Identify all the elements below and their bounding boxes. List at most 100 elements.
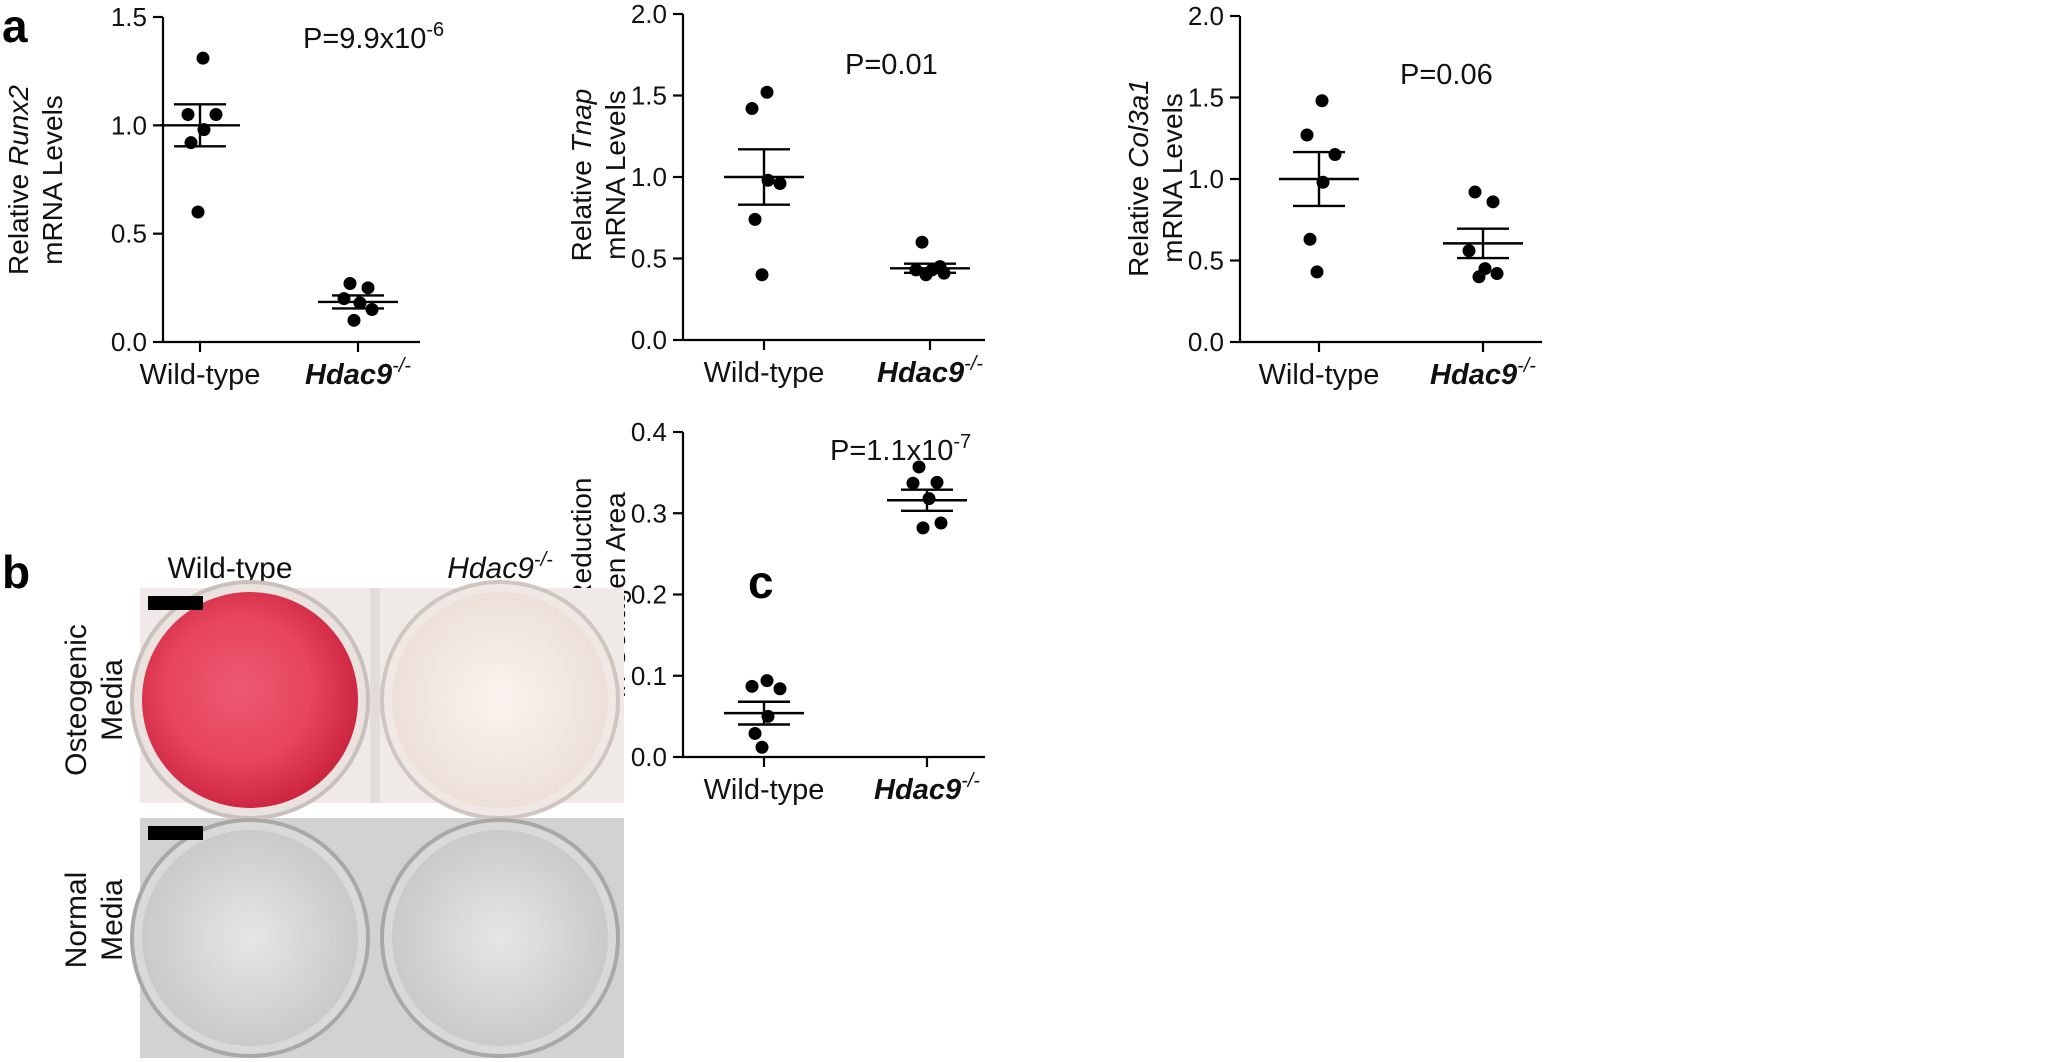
- data-point-hdac9: [1486, 195, 1500, 209]
- data-point-hdac9: [361, 281, 375, 295]
- y-tick-label: 1.5: [111, 2, 147, 32]
- y-tick-label: 0.0: [1188, 327, 1224, 357]
- p-value-exponent: -6: [426, 19, 444, 41]
- panel-b-row-labels: Osteogenic Media Normal Media: [60, 624, 129, 968]
- row-label-normal: Normal: [60, 872, 93, 969]
- data-point-hdac9: [353, 296, 367, 310]
- data-point-wild-type: [760, 85, 774, 99]
- row-label-osteogenic: Osteogenic: [60, 624, 93, 776]
- y-axis-label-gene: Runx2: [3, 85, 34, 166]
- data-point-wild-type: [755, 268, 769, 282]
- x-tick-label-base: Wild-type: [1259, 359, 1380, 391]
- y-tick-label: 0.5: [1188, 246, 1224, 276]
- data-point-wild-type: [1316, 175, 1330, 189]
- y-axis-label-gene: Tnap: [566, 89, 597, 153]
- p-value-base: P=0.01: [845, 49, 938, 81]
- y-tick-label: 0.0: [111, 327, 147, 357]
- chart-collagen: 0.00.10.20.30.4Wild-typeHdac9-/-Relative…: [566, 417, 985, 806]
- data-point-wild-type: [1300, 128, 1314, 142]
- y-tick-label: 1.5: [631, 81, 667, 111]
- data-point-hdac9: [922, 492, 936, 506]
- chart-runx2: 0.0 0.5 1.0 1.5 Wild-type Hdac9-/- Relative Ru…: [3, 2, 444, 391]
- data-point-wild-type: [745, 102, 759, 116]
- x-tick-label-base: Wild-type: [704, 774, 825, 806]
- p-value-annotation: P=9.9x10-6: [303, 19, 444, 55]
- x-tick-label-base: Hdac9: [874, 774, 961, 806]
- chart-col3a1: 0.0 0.5 1.0 1.5 2.0 Wild-type Hdac9-/- Relative…: [1123, 1, 1542, 391]
- data-point-wild-type: [191, 205, 205, 219]
- well-osteo-wild-type: [142, 592, 358, 808]
- x-tick-label: Hdac9-/-: [874, 770, 980, 806]
- data-point-hdac9: [1472, 270, 1486, 284]
- y-axis-label-line2: mRNA Levels: [600, 90, 631, 260]
- y-tick-label: 1.0: [1188, 164, 1224, 194]
- p-value-annotation: P=1.1x10-7: [830, 431, 971, 467]
- row-label-osteogenic-media: Media: [96, 659, 129, 741]
- p-value-exponent: -7: [953, 431, 971, 453]
- x-tick-label-sup: -/-: [392, 355, 411, 377]
- data-point-hdac9: [1490, 267, 1504, 281]
- row-label-normal-media: Media: [96, 879, 129, 961]
- x-tick-label-base: Wild-type: [704, 357, 825, 389]
- data-point-wild-type: [748, 212, 762, 226]
- y-tick-label: 0.4: [631, 417, 667, 447]
- well-normal-hdac9: [392, 830, 608, 1046]
- data-point-wild-type: [748, 726, 762, 740]
- data-point-wild-type: [184, 136, 198, 150]
- y-axis-label-line2: mRNA Levels: [37, 95, 68, 265]
- p-value-base: P=9.9x10: [303, 23, 426, 55]
- plate-photo-normal: [130, 818, 624, 1058]
- panel-letter-a: a: [2, 0, 28, 52]
- y-tick-label: 0.5: [111, 219, 147, 249]
- y-axis-label-line2: mRNA Levels: [1157, 93, 1188, 263]
- data-point-hdac9: [337, 292, 351, 306]
- data-point-hdac9: [347, 313, 361, 327]
- data-point-wild-type: [745, 679, 759, 693]
- chart-tnap: 0.0 0.5 1.0 1.5 2.0 Wild-type Hdac9-/- Relative…: [566, 0, 985, 389]
- data-point-wild-type: [1303, 232, 1317, 246]
- data-point-wild-type: [773, 177, 787, 191]
- panel-letter-b: b: [2, 546, 30, 598]
- x-tick-label-sup: -/-: [961, 770, 980, 792]
- x-tick-label-base: Wild-type: [140, 359, 261, 391]
- y-tick-label: 2.0: [1188, 1, 1224, 31]
- col-label-hdac9-sup: -/-: [534, 549, 553, 571]
- plate-divider-osteo: [370, 588, 380, 803]
- y-tick-label: 1.5: [1188, 83, 1224, 113]
- y-axis-label-prefix: Relative: [1123, 168, 1154, 277]
- y-axis-label-prefix: Relative: [3, 166, 34, 275]
- y-tick-label: 0.1: [631, 661, 667, 691]
- y-tick-label: 0.2: [631, 580, 667, 610]
- y-tick-label: 0.0: [631, 325, 667, 355]
- y-axis-label-line1: Relative Col3a1: [1123, 79, 1154, 277]
- data-point-wild-type: [209, 108, 223, 121]
- y-axis-label-gene: Col3a1: [1123, 79, 1154, 168]
- col-label-hdac9-base: Hdac9: [447, 552, 534, 585]
- data-point-hdac9: [930, 475, 944, 489]
- well-normal-wild-type: [142, 830, 358, 1046]
- data-point-hdac9: [934, 516, 948, 530]
- scale-bar-osteo: [148, 596, 203, 610]
- x-tick-label: Hdac9-/-: [877, 353, 983, 389]
- y-tick-label: 0.5: [631, 244, 667, 274]
- x-tick-label: Hdac9-/-: [305, 355, 411, 391]
- y-tick-label: 0.3: [631, 498, 667, 528]
- x-tick-label-base: Hdac9: [305, 359, 392, 391]
- p-value-base: P=1.1x10: [830, 435, 953, 467]
- data-point-wild-type: [761, 709, 775, 723]
- plate-photo-osteogenic: [130, 580, 624, 820]
- y-axis-label-prefix: Relative: [566, 152, 597, 261]
- x-tick-label-base: Hdac9: [877, 357, 964, 389]
- data-point-wild-type: [181, 108, 195, 121]
- p-value-annotation: P=0.01: [845, 49, 938, 81]
- data-point-wild-type: [1328, 148, 1342, 162]
- data-point-wild-type: [773, 682, 787, 696]
- scale-bar-normal: [148, 826, 203, 840]
- well-osteo-hdac9: [392, 592, 608, 808]
- data-point-hdac9: [912, 460, 926, 474]
- x-tick-label: Wild-type: [704, 774, 825, 806]
- y-tick-label: 1.0: [631, 162, 667, 192]
- x-tick-label: Wild-type: [704, 357, 825, 389]
- x-tick-label: Wild-type: [140, 359, 261, 391]
